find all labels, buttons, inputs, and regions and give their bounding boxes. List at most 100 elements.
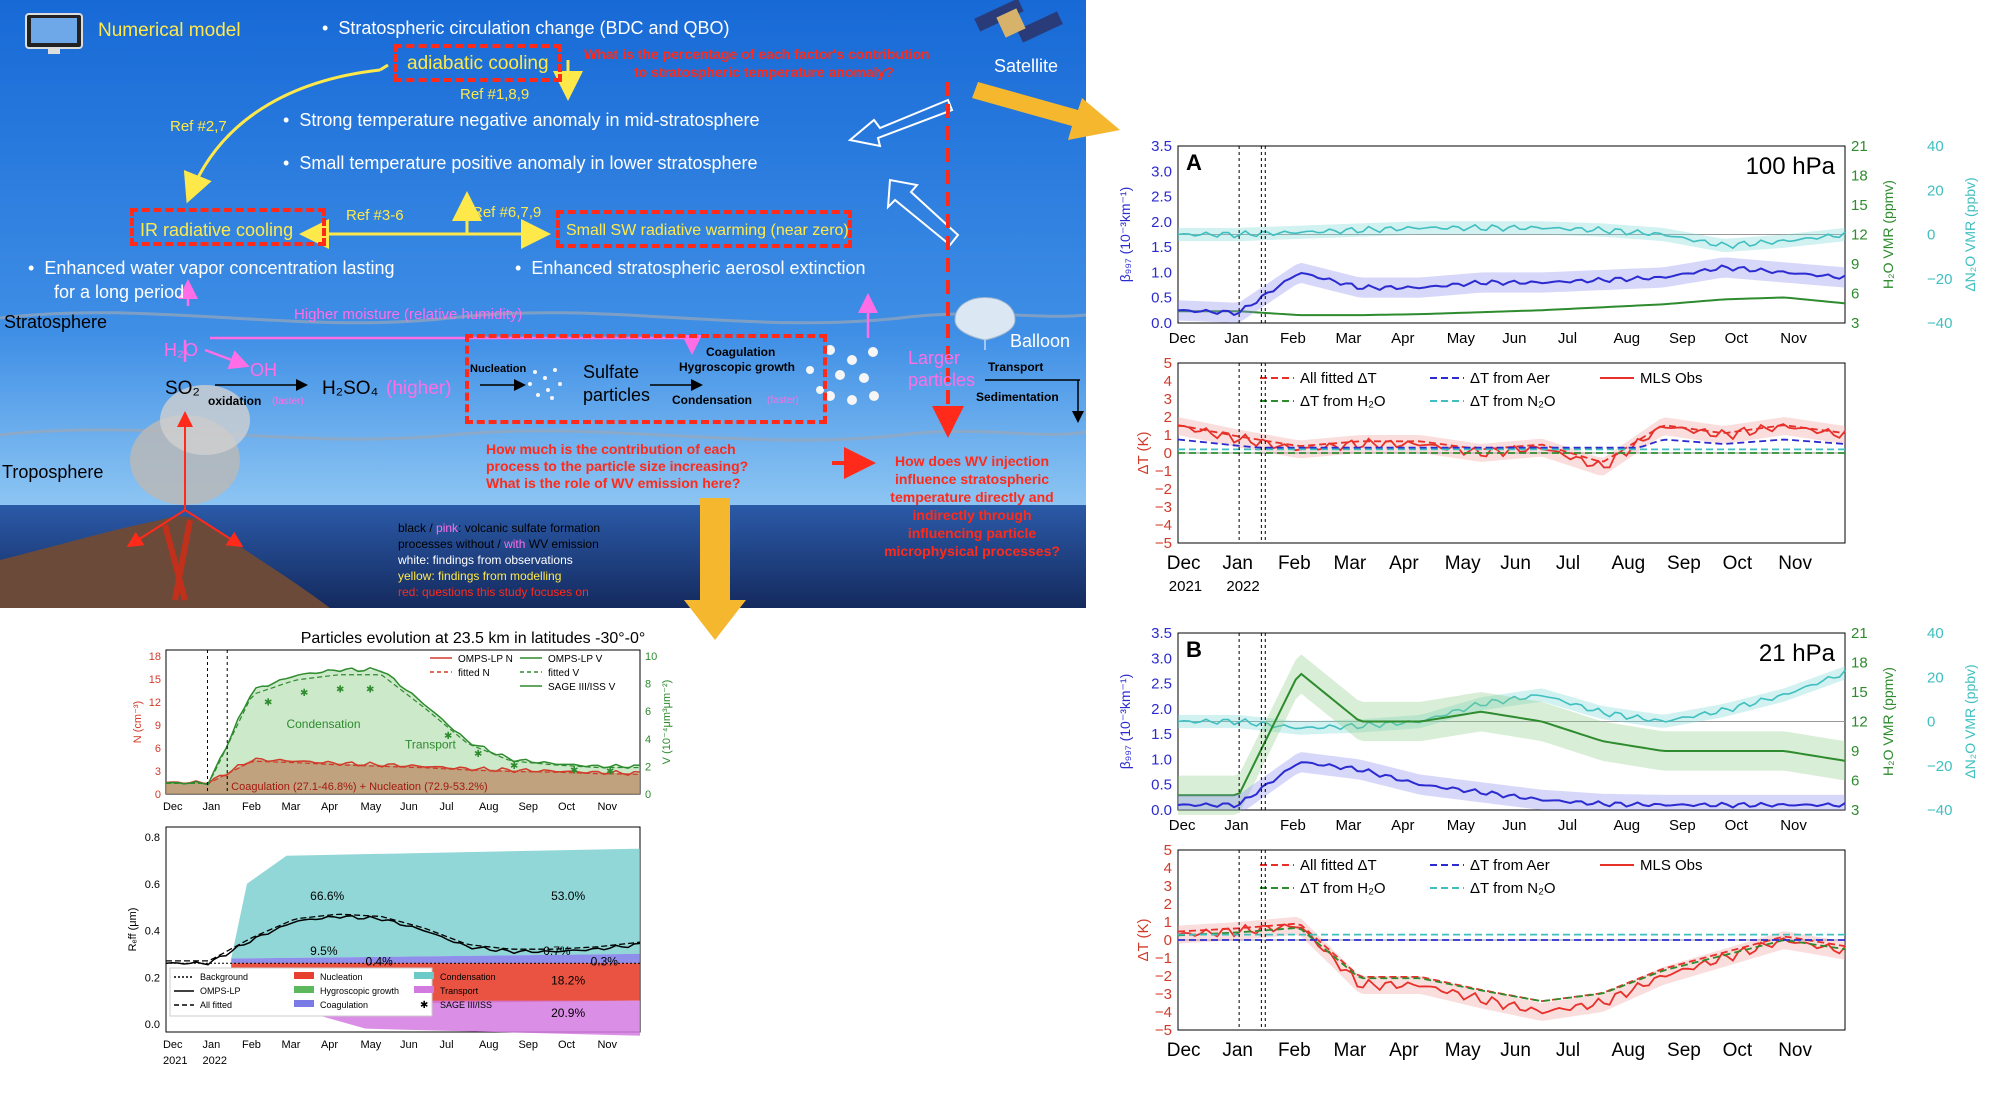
lower-xtick: Apr bbox=[1389, 1040, 1419, 1061]
panel-b-svg: B 21 hPa0.00.51.01.52.02.53.03.5369121518… bbox=[1117, 625, 1978, 1061]
dt-tick: −2 bbox=[1155, 968, 1172, 985]
dt-tick: 3 bbox=[1164, 391, 1172, 408]
upper-xtick: Sep bbox=[1669, 817, 1696, 834]
top-ytick-right: 8 bbox=[645, 679, 651, 691]
dt-tick: 4 bbox=[1164, 373, 1172, 390]
bottom-ytick: 0.8 bbox=[145, 832, 160, 844]
upper-xtick: Aug bbox=[1613, 330, 1640, 347]
omps-v-line bbox=[165, 666, 641, 786]
higher-moisture-label: Higher moisture (relative humidity) bbox=[294, 306, 523, 323]
sulfate-label-2: particles bbox=[583, 385, 651, 405]
pressure-label: 21 hPa bbox=[1759, 640, 1836, 667]
beta-tick: 2.0 bbox=[1151, 214, 1172, 231]
top-xtick: Apr bbox=[321, 801, 338, 813]
panel-letter: B bbox=[1186, 637, 1202, 662]
upper-xtick: Mar bbox=[1336, 817, 1362, 834]
year-label-2021: 2021 bbox=[1169, 578, 1202, 595]
bottom-legend-item: SAGE III/ISS bbox=[440, 1000, 492, 1010]
upper-xtick: Dec bbox=[1169, 330, 1196, 347]
top-ytick-left: 6 bbox=[155, 743, 161, 755]
sage-v-marker: ✱ bbox=[510, 761, 518, 772]
fitted-n-line bbox=[166, 760, 641, 784]
mls-obs-line bbox=[1177, 923, 1846, 1015]
dt-legend-item: All fitted ΔT bbox=[1300, 857, 1377, 874]
sw-warming-label: Small SW radiative warming (near zero) bbox=[566, 222, 849, 239]
hygroscopic-label: Hygroscopic growth bbox=[679, 360, 796, 374]
bottom-ytick: 0.4 bbox=[145, 926, 160, 938]
beta-tick: 1.5 bbox=[1151, 726, 1172, 743]
lower-xtick: Mar bbox=[1334, 1040, 1367, 1061]
dt-tick: 1 bbox=[1164, 914, 1172, 931]
dt-tick: 4 bbox=[1164, 860, 1172, 877]
top-ylabel-right: V (10⁻⁴μm³μm⁻²) bbox=[661, 680, 673, 765]
top-ytick-right: 0 bbox=[645, 789, 651, 801]
top-ytick-left: 3 bbox=[155, 766, 161, 778]
h2o-tick: 9 bbox=[1851, 256, 1859, 273]
question-wv-line5: influencing particle bbox=[907, 525, 1037, 541]
bottom-xtick: Nov bbox=[597, 1039, 617, 1051]
adiabatic-cooling-box bbox=[394, 44, 562, 82]
stratosphere-label: Stratosphere bbox=[4, 312, 108, 332]
h2o-tick: 18 bbox=[1851, 168, 1868, 185]
h2o-tick: 6 bbox=[1851, 773, 1859, 790]
v-area bbox=[166, 669, 640, 794]
h2o-label: H₂O bbox=[164, 340, 198, 360]
reff-pct-label: 9.5% bbox=[310, 944, 338, 958]
bottom-legend-swatch: ✱ bbox=[420, 1000, 428, 1011]
bullet-pos-anomaly: • Small temperature positive anomaly in … bbox=[283, 153, 758, 173]
h2o-band bbox=[1178, 654, 1845, 815]
dt-tick: −4 bbox=[1155, 517, 1172, 534]
top-ytick-left: 12 bbox=[149, 697, 161, 709]
upper-xtick: Jul bbox=[1558, 817, 1577, 834]
schematic-panel: Numerical model Satellite Balloon Strato… bbox=[0, 0, 1086, 608]
n2o-line bbox=[1177, 669, 1846, 731]
bottom-ylabel: Rₑff (μm) bbox=[128, 908, 139, 952]
h2o-line bbox=[1178, 296, 1846, 317]
lower-xtick: May bbox=[1445, 1040, 1481, 1061]
ref-679: Ref #6,7,9 bbox=[472, 204, 542, 221]
bottom-legend-swatch bbox=[294, 1000, 314, 1007]
beta-axis-label: β₉₉₇ (10⁻³km⁻¹) bbox=[1117, 187, 1133, 283]
legend-line2b: with bbox=[504, 537, 526, 551]
question-wv-line1: How does WV injection bbox=[894, 453, 1049, 469]
h2o-tick: 21 bbox=[1851, 138, 1868, 155]
legend-line4: yellow: findings from modelling bbox=[398, 569, 562, 583]
dt-tick: 5 bbox=[1164, 355, 1172, 372]
top-xtick: Sep bbox=[518, 801, 538, 813]
bottom-xtick: Oct bbox=[558, 1039, 575, 1051]
upper-xtick: Aug bbox=[1613, 817, 1640, 834]
coagulation-label: Coagulation bbox=[706, 345, 776, 359]
oxidation-label: oxidation bbox=[208, 394, 262, 408]
reff-pct-label: 20.9% bbox=[551, 1006, 585, 1020]
beta-tick: 3.5 bbox=[1151, 138, 1172, 155]
ref-36: Ref #3-6 bbox=[346, 207, 404, 224]
n2o-axis-label: ΔN₂O VMR (ppbv) bbox=[1962, 177, 1978, 291]
question-wv-block: How does WV injection influence stratosp… bbox=[872, 452, 1072, 560]
dt-tick: −3 bbox=[1155, 499, 1172, 516]
bottom-legend-item: Transport bbox=[440, 986, 479, 996]
label-transport: Transport bbox=[405, 737, 457, 751]
particles-chart: Particles evolution at 23.5 km in latitu… bbox=[128, 622, 818, 1092]
question-wv-line6: microphysical processes? bbox=[884, 543, 1060, 559]
dt-h2o-line bbox=[1177, 927, 1846, 1003]
schematic-legend: black / pink: volcanic sulfate formation… bbox=[398, 520, 600, 600]
dt-tick: −1 bbox=[1155, 463, 1172, 480]
dt-legend-item: MLS Obs bbox=[1640, 370, 1703, 387]
h2so4-higher: (higher) bbox=[386, 378, 452, 399]
panel-letter: A bbox=[1186, 150, 1202, 175]
n2o-tick: −20 bbox=[1927, 758, 1952, 775]
dt-tick: 0 bbox=[1164, 932, 1172, 949]
top-xtick: Oct bbox=[558, 801, 575, 813]
lower-xtick: Aug bbox=[1611, 553, 1645, 574]
beta-tick: 1.0 bbox=[1151, 264, 1172, 281]
question-size-line1: How much is the contribution of each bbox=[486, 441, 736, 457]
top-ytick-left: 18 bbox=[149, 651, 161, 663]
beta-line bbox=[1177, 761, 1846, 809]
bottom-ytick: 0.6 bbox=[145, 879, 160, 891]
lower-xtick: Jun bbox=[1500, 1040, 1531, 1061]
dt-tick: −5 bbox=[1155, 1022, 1172, 1039]
lower-xtick: Sep bbox=[1667, 1040, 1701, 1061]
beta-tick: 3.0 bbox=[1151, 650, 1172, 667]
dt-tick: 2 bbox=[1164, 896, 1172, 913]
balloon-label: Balloon bbox=[1010, 331, 1071, 351]
